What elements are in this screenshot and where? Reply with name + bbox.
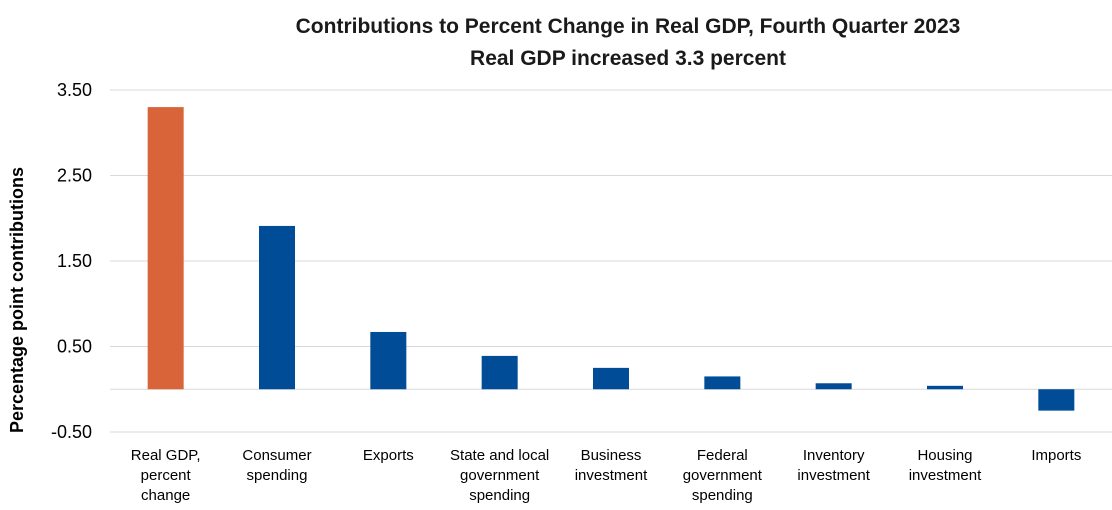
bar: [481, 355, 518, 390]
x-category-label: Business investment: [575, 447, 648, 484]
x-category-label: Imports: [1031, 447, 1081, 464]
y-tick-label: 1.50: [57, 251, 92, 271]
bar: [370, 331, 407, 390]
x-category-label: Federal government spending: [683, 447, 763, 504]
x-category-label: Housing investment: [909, 447, 982, 484]
y-axis-ticks: 3.50 2.50 1.50 0.50 -0.50: [51, 80, 92, 442]
bar: [147, 107, 184, 390]
x-category-label: Real GDP, percent change: [131, 447, 201, 504]
y-tick-label: 3.50: [57, 80, 92, 100]
chart-subtitle: Real GDP increased 3.3 percent: [470, 47, 786, 70]
x-category-label: Consumer spending: [242, 447, 311, 484]
y-tick-label: 2.50: [57, 166, 92, 186]
bar: [593, 367, 629, 390]
x-category-label: Exports: [363, 447, 414, 464]
x-category-label: Inventory investment: [797, 447, 870, 484]
bar: [259, 225, 295, 390]
y-tick-label: -0.50: [51, 422, 92, 442]
y-axis-label: Percentage point contributions: [7, 167, 27, 433]
bar: [1038, 389, 1075, 411]
bar: [704, 376, 741, 390]
chart-title: Contributions to Percent Change in Real …: [296, 15, 961, 38]
bar: [927, 385, 963, 390]
bar: [815, 383, 852, 390]
x-axis-categories: Real GDP, percent change Consumer spending Ex…: [131, 447, 1082, 504]
x-category-label: State and local government spending: [450, 447, 549, 504]
y-tick-label: 0.50: [57, 337, 92, 357]
bars: [147, 107, 1075, 411]
